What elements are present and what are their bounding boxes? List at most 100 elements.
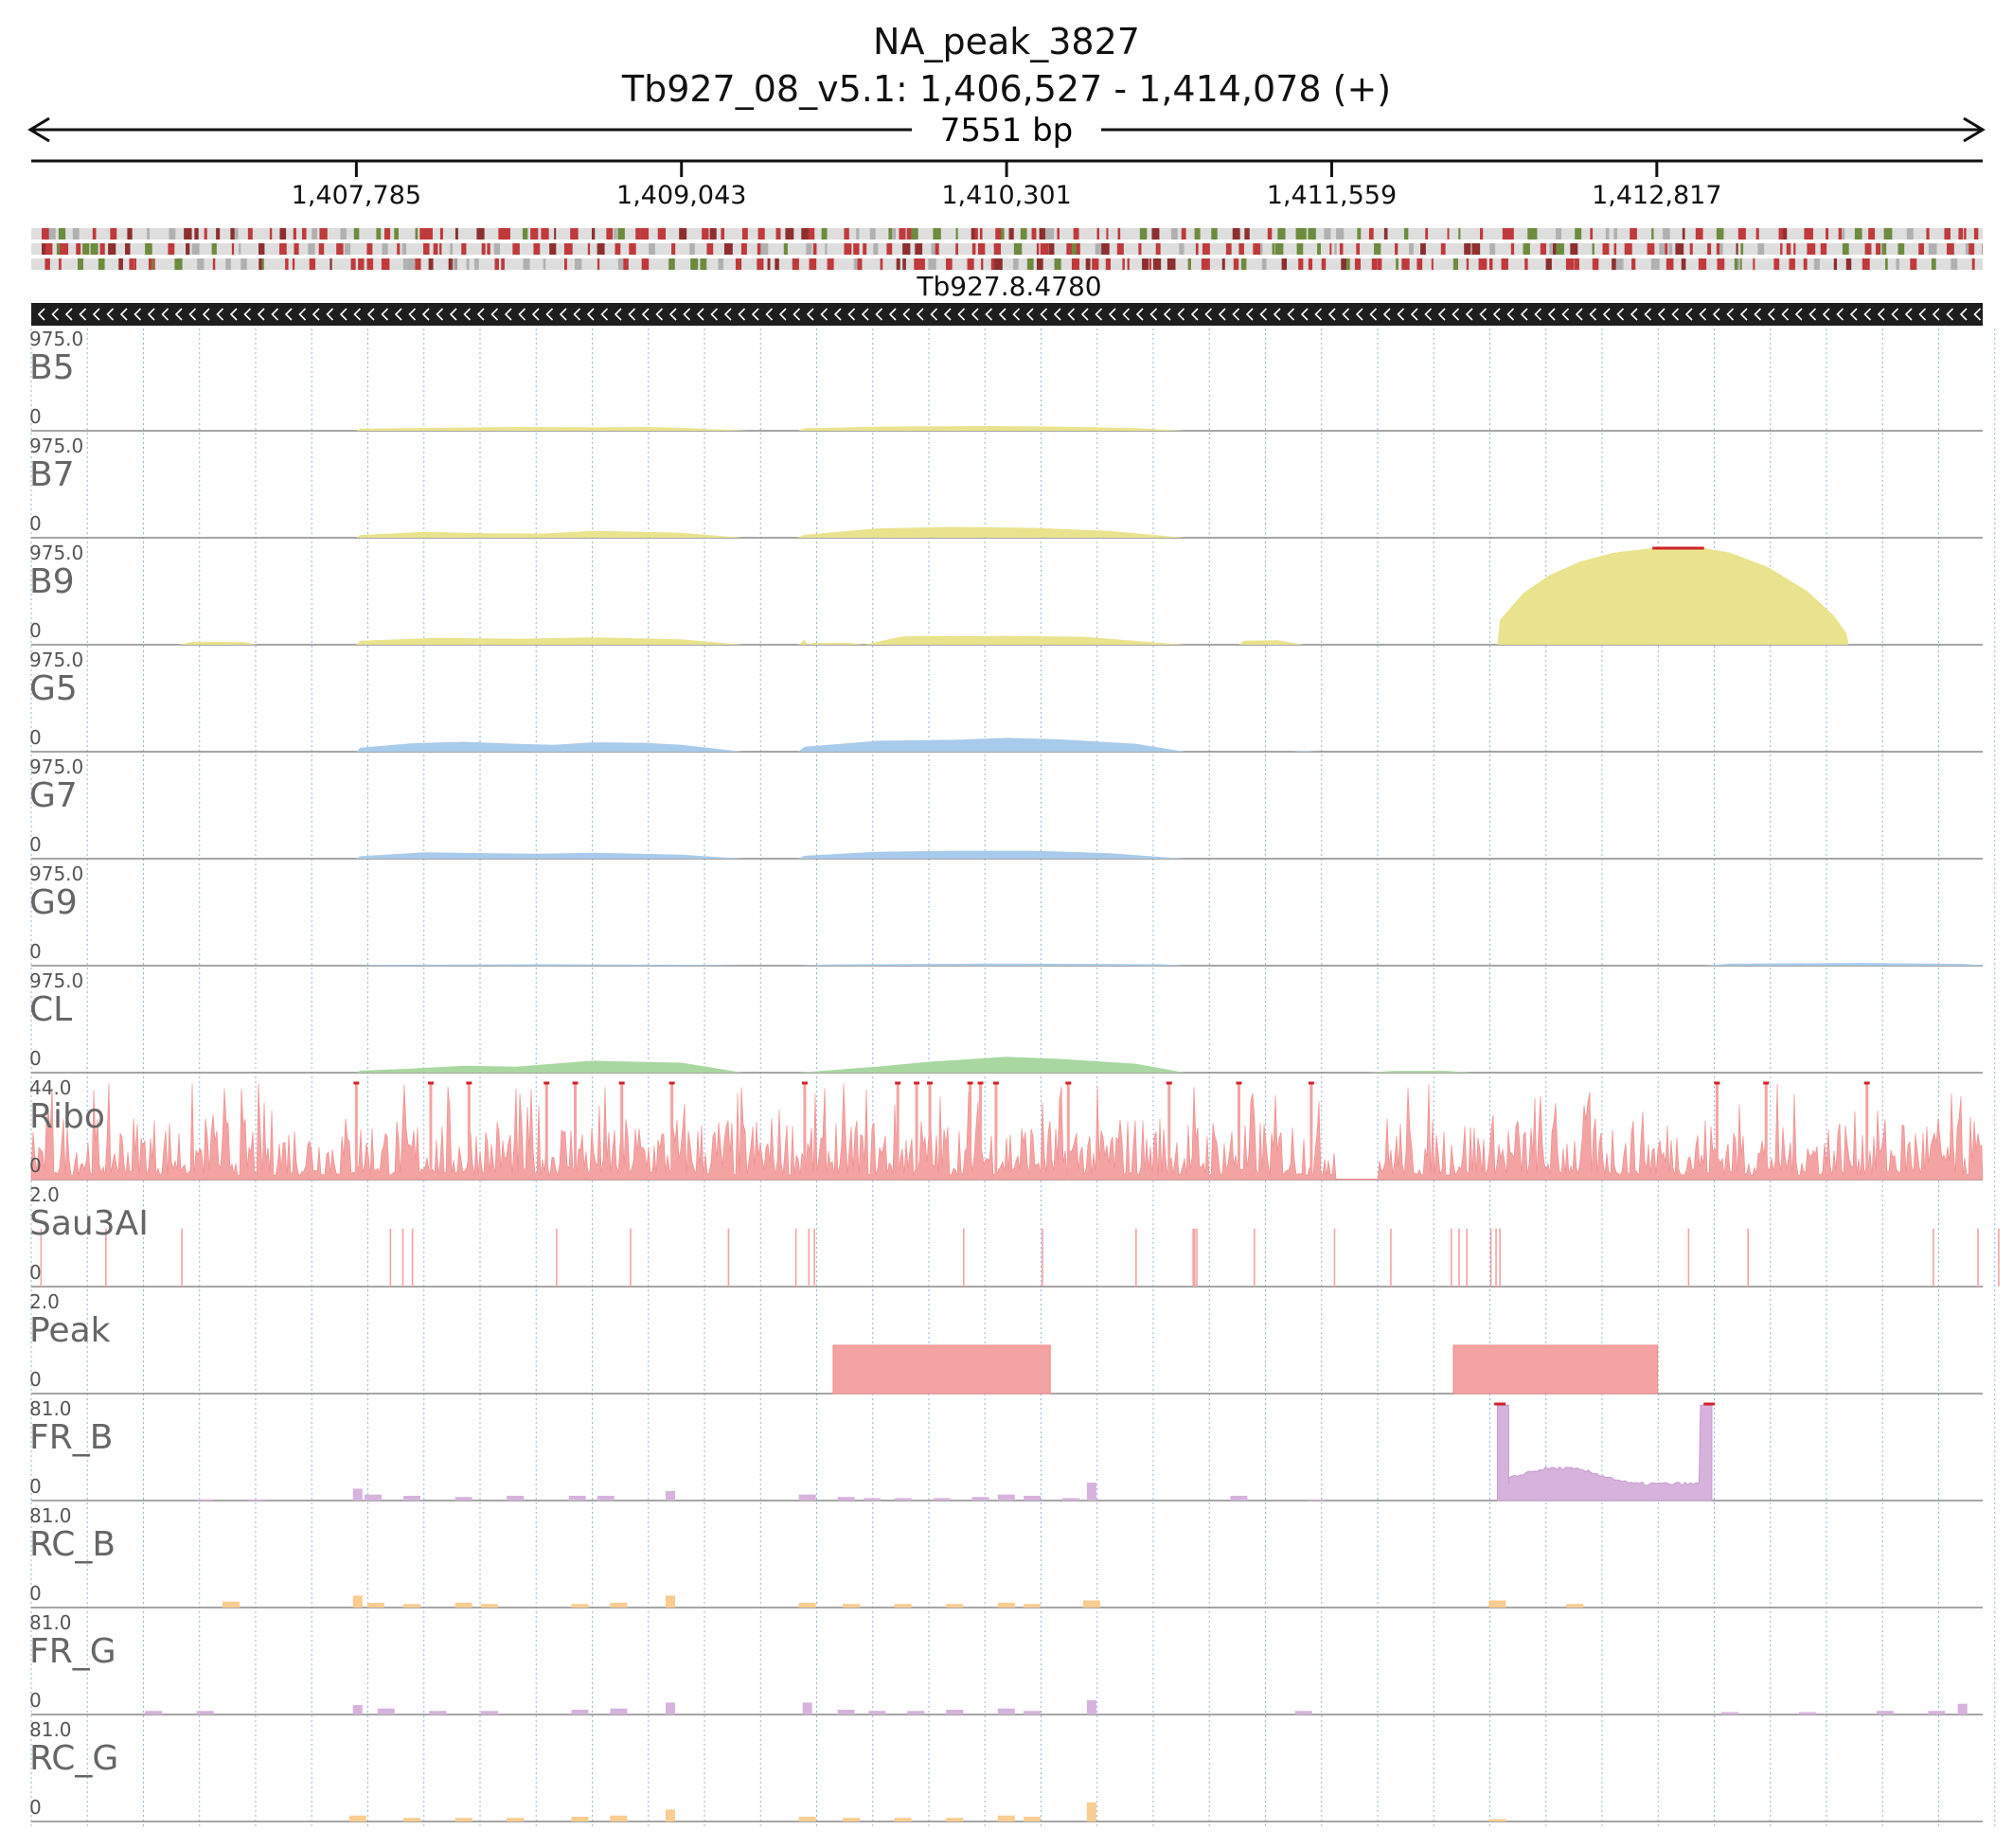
track-name: CL — [29, 990, 72, 1029]
strand-chevron — [875, 308, 883, 321]
track-fr-g — [31, 1699, 1983, 1715]
variant-mark — [1221, 258, 1225, 270]
variant-mark — [423, 228, 433, 240]
plot-title: NA_peak_3827 — [873, 21, 1140, 62]
strand-chevron — [1684, 308, 1693, 321]
strand-chevron — [1397, 308, 1405, 321]
strand-chevron — [1108, 308, 1116, 321]
signal-bar — [665, 1595, 675, 1608]
variant-mark — [1339, 243, 1344, 255]
signal-bar — [571, 1816, 589, 1821]
track-ymin-label: 0 — [29, 1154, 42, 1177]
variant-mark — [657, 228, 666, 240]
variant-mark — [1881, 243, 1887, 255]
strand-chevron — [614, 308, 622, 321]
strand-chevron — [476, 308, 485, 321]
signal-bar — [403, 1495, 421, 1501]
strand-chevron — [888, 308, 897, 321]
variant-mark — [1334, 243, 1337, 255]
variant-mark — [1458, 228, 1461, 240]
signal-bar — [1488, 1600, 1506, 1608]
strand-chevron — [1053, 308, 1061, 321]
variant-mark — [1238, 243, 1244, 255]
variant-mark — [1244, 228, 1250, 240]
strand-chevron — [1190, 308, 1199, 321]
variant-mark — [1897, 243, 1905, 255]
variant-mark — [1464, 243, 1471, 255]
variant-mark — [1357, 228, 1362, 240]
variant-mark — [1195, 243, 1199, 255]
strand-chevron — [1575, 308, 1583, 321]
variant-mark — [1613, 243, 1617, 255]
strand-chevron — [957, 308, 966, 321]
variant-mark — [366, 243, 373, 255]
variant-mark — [896, 258, 900, 270]
variant-mark — [60, 243, 69, 255]
strand-chevron — [1025, 308, 1034, 321]
variant-mark — [194, 228, 199, 240]
variant-mark — [269, 228, 273, 240]
variant-mark — [993, 243, 1001, 255]
variant-mark — [1663, 228, 1670, 240]
variant-mark — [452, 258, 456, 270]
variant-mark — [481, 243, 486, 255]
variant-mark — [1277, 228, 1286, 240]
variant-mark — [757, 228, 765, 240]
variant-mark — [995, 228, 1004, 240]
variant-mark — [1510, 243, 1515, 255]
variant-mark — [1096, 228, 1100, 240]
variant-mark — [597, 258, 600, 270]
variant-mark — [293, 228, 296, 240]
variant-mark — [1971, 258, 1975, 270]
variant-mark — [1409, 243, 1414, 255]
variant-mark — [587, 243, 591, 255]
variant-mark — [129, 258, 134, 270]
strand-chevron — [1547, 308, 1556, 321]
strand-chevron — [1135, 308, 1144, 321]
variant-mark — [212, 258, 216, 270]
strand-chevron — [1726, 308, 1735, 321]
variant-mark — [1383, 228, 1388, 240]
variant-mark — [1452, 258, 1458, 270]
signal-bar — [610, 1708, 628, 1715]
strand-chevron — [1630, 308, 1638, 321]
variant-mark — [439, 228, 443, 240]
signal-bar — [946, 1604, 964, 1608]
variant-mark — [110, 228, 117, 240]
track-ymin-label: 0 — [29, 1261, 42, 1284]
variant-mark — [1013, 258, 1019, 270]
signal-bar — [868, 1711, 886, 1715]
variant-mark — [873, 243, 879, 255]
variant-mark — [1211, 228, 1218, 240]
strand-chevron — [943, 308, 952, 321]
variant-mark — [1592, 243, 1594, 255]
variant-mark — [825, 243, 828, 255]
strand-chevron — [586, 308, 595, 321]
variant-mark — [911, 228, 918, 240]
variant-mark — [523, 258, 530, 270]
variant-mark — [1138, 243, 1142, 255]
variant-mark — [1374, 243, 1381, 255]
strand-chevron — [51, 308, 60, 321]
variant-mark — [406, 258, 415, 270]
variant-mark — [1117, 228, 1121, 240]
track-ymax-label: 81.0 — [29, 1397, 72, 1420]
variant-mark — [1737, 258, 1741, 270]
variant-mark — [151, 258, 154, 270]
gene-label: Tb927.8.4780 — [916, 271, 1101, 302]
track-ymax-label: 975.0 — [29, 435, 83, 457]
variant-mark — [1651, 228, 1654, 240]
variant-mark — [844, 243, 852, 255]
variant-mark — [234, 228, 239, 240]
signal-bar — [377, 1708, 395, 1715]
track-fr-b — [31, 1402, 1983, 1502]
variant-mark — [1155, 243, 1161, 255]
variant-mark — [216, 228, 221, 240]
variant-mark — [1778, 228, 1788, 240]
variant-mark — [863, 243, 867, 255]
variant-mark — [735, 258, 742, 270]
strand-chevron — [723, 308, 732, 321]
strand-chevron — [353, 308, 362, 321]
strand-chevron — [1946, 308, 1954, 321]
strand-chevron — [229, 308, 238, 321]
